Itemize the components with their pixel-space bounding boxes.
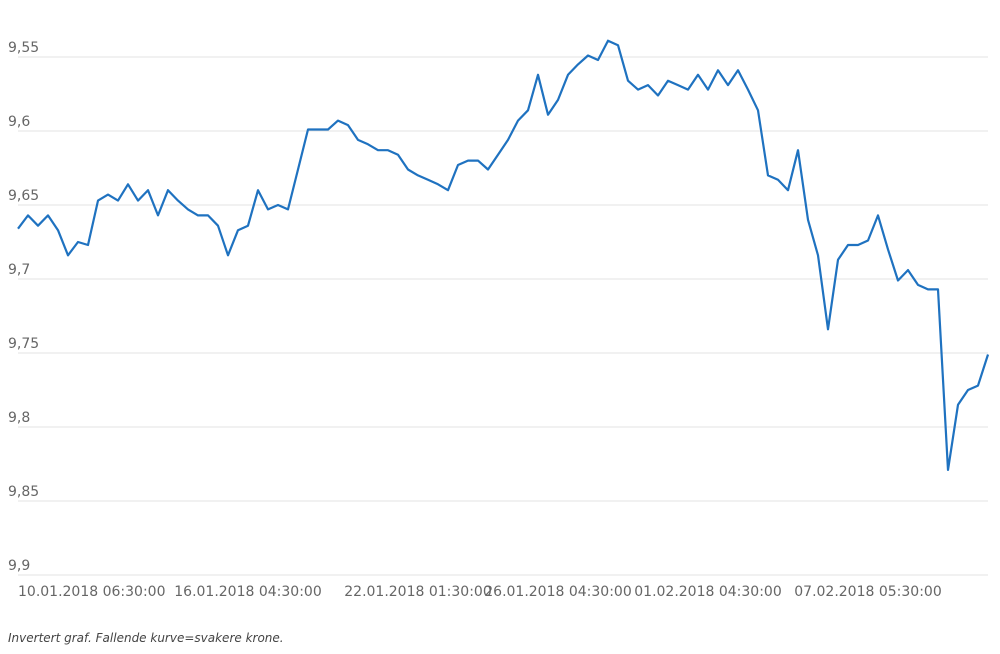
x-tick-label: 10.01.2018 06:30:00 [18,584,166,600]
y-tick-label: 9,6 [8,114,30,130]
y-tick-label: 9,8 [8,410,30,426]
x-tick-label: 16.01.2018 04:30:00 [174,584,322,600]
y-tick-label: 9,7 [8,262,30,278]
line [17,39,990,471]
y-tick-label: 9,65 [8,188,39,204]
x-tick-label: 07.02.2018 05:30:00 [794,584,942,600]
caption: Invertert graf. Fallende kurve=svakere k… [8,631,284,645]
y-tick-label: 9,75 [8,336,39,352]
y-tick-label: 9,55 [8,40,39,56]
y-tick-label: 9,85 [8,484,39,500]
x-tick-label: 01.02.2018 04:30:00 [634,584,782,600]
y-tick-label: 9,9 [8,558,30,574]
x-tick-label: 22.01.2018 01:30:00 [344,584,492,600]
x-tick-label: 26.01.2018 04:30:00 [484,584,632,600]
